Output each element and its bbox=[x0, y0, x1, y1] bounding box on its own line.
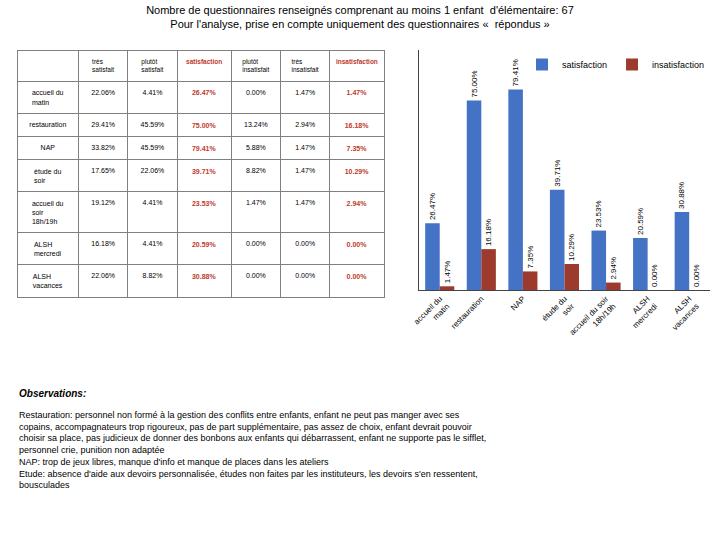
svg-text:22.06%: 22.06% bbox=[91, 89, 115, 96]
svg-text:45.59%: 45.59% bbox=[141, 121, 165, 128]
svg-text:1.47%: 1.47% bbox=[246, 199, 266, 206]
svg-text:23.53%: 23.53% bbox=[192, 200, 217, 207]
svg-text:étude dusoir: étude dusoir bbox=[540, 294, 576, 330]
svg-text:8.82%: 8.82% bbox=[246, 167, 266, 174]
svg-text:7.35%: 7.35% bbox=[347, 145, 368, 152]
svg-text:0.00%: 0.00% bbox=[295, 272, 315, 279]
svg-text:0.00%: 0.00% bbox=[347, 273, 368, 280]
svg-text:75.00%: 75.00% bbox=[192, 122, 217, 129]
svg-text:1.47%: 1.47% bbox=[295, 199, 315, 206]
svg-text:ALSHmercredi: ALSHmercredi bbox=[624, 294, 660, 330]
svg-text:restauration: restauration bbox=[449, 294, 485, 330]
svg-text:20.59%: 20.59% bbox=[192, 241, 217, 248]
svg-text:1.47%: 1.47% bbox=[347, 89, 368, 96]
svg-text:75.00%: 75.00% bbox=[470, 70, 479, 97]
svg-text:79.41%: 79.41% bbox=[192, 145, 217, 152]
svg-text:17.65%: 17.65% bbox=[91, 167, 115, 174]
svg-text:1.47%: 1.47% bbox=[443, 261, 452, 284]
svg-text:30.88%: 30.88% bbox=[677, 182, 686, 209]
svg-text:insatisfaction: insatisfaction bbox=[652, 60, 704, 70]
svg-text:2.94%: 2.94% bbox=[609, 257, 618, 280]
svg-text:accueil du soir18h/19h: accueil du soir18h/19h bbox=[568, 294, 618, 344]
svg-text:13.24%: 13.24% bbox=[244, 121, 268, 128]
svg-text:plutôtinsatisfait: plutôtinsatisfait bbox=[242, 58, 269, 73]
svg-text:2.94%: 2.94% bbox=[295, 121, 315, 128]
svg-text:Observations:: Observations: bbox=[19, 388, 86, 399]
svg-text:trèssatisfait: trèssatisfait bbox=[92, 58, 114, 73]
svg-text:satisfaction: satisfaction bbox=[186, 58, 222, 65]
svg-text:étude dusoir: étude dusoir bbox=[34, 168, 61, 184]
svg-text:0.00%: 0.00% bbox=[347, 241, 368, 248]
svg-text:Nombre de questionnaires rense: Nombre de questionnaires renseignés comp… bbox=[146, 4, 574, 30]
svg-text:Restauration: personnel non fo: Restauration: personnel non formé à la g… bbox=[19, 410, 486, 490]
svg-text:20.59%: 20.59% bbox=[636, 208, 645, 235]
svg-text:30.88%: 30.88% bbox=[192, 273, 217, 280]
svg-text:accueil dusoir18h/19h: accueil dusoir18h/19h bbox=[32, 200, 64, 225]
svg-text:16.18%: 16.18% bbox=[345, 122, 370, 129]
svg-text:16.18%: 16.18% bbox=[484, 219, 493, 246]
svg-text:insatisfaction: insatisfaction bbox=[336, 58, 378, 65]
svg-text:2.94%: 2.94% bbox=[347, 200, 368, 207]
svg-text:0.00%: 0.00% bbox=[295, 240, 315, 247]
svg-text:5.88%: 5.88% bbox=[246, 144, 266, 151]
svg-text:33.82%: 33.82% bbox=[91, 144, 115, 151]
svg-text:0.00%: 0.00% bbox=[650, 264, 659, 287]
svg-text:16.18%: 16.18% bbox=[91, 240, 115, 247]
svg-text:26.47%: 26.47% bbox=[428, 193, 437, 220]
svg-text:satisfaction: satisfaction bbox=[562, 60, 607, 70]
svg-text:1.47%: 1.47% bbox=[295, 167, 315, 174]
svg-text:plutôtsatisfait: plutôtsatisfait bbox=[141, 58, 163, 73]
svg-text:22.06%: 22.06% bbox=[141, 167, 165, 174]
svg-text:22.06%: 22.06% bbox=[91, 272, 115, 279]
svg-text:79.41%: 79.41% bbox=[511, 59, 520, 86]
svg-text:39.71%: 39.71% bbox=[192, 168, 217, 175]
svg-text:7.35%: 7.35% bbox=[526, 246, 535, 269]
svg-text:ALSHmercredi: ALSHmercredi bbox=[34, 241, 62, 257]
svg-text:0.00%: 0.00% bbox=[692, 264, 701, 287]
svg-text:10.29%: 10.29% bbox=[567, 234, 576, 261]
svg-text:45.59%: 45.59% bbox=[141, 144, 165, 151]
svg-text:10.29%: 10.29% bbox=[345, 168, 370, 175]
svg-text:8.82%: 8.82% bbox=[143, 272, 163, 279]
svg-text:39.71%: 39.71% bbox=[553, 160, 562, 187]
svg-text:ALSHvacances: ALSHvacances bbox=[33, 273, 63, 289]
svg-text:0.00%: 0.00% bbox=[246, 240, 266, 247]
svg-text:4.41%: 4.41% bbox=[143, 240, 163, 247]
svg-text:19.12%: 19.12% bbox=[91, 199, 115, 206]
svg-text:NAP: NAP bbox=[41, 144, 56, 151]
svg-text:ALSHvacances: ALSHvacances bbox=[663, 294, 701, 332]
svg-text:restauration: restauration bbox=[29, 121, 66, 128]
svg-text:26.47%: 26.47% bbox=[192, 89, 217, 96]
svg-text:1.47%: 1.47% bbox=[295, 144, 315, 151]
svg-text:29.41%: 29.41% bbox=[91, 121, 115, 128]
svg-text:accueil dumatin: accueil dumatin bbox=[412, 294, 451, 333]
svg-text:23.53%: 23.53% bbox=[594, 200, 603, 227]
svg-text:0.00%: 0.00% bbox=[246, 89, 266, 96]
svg-text:trèsinsatisfait: trèsinsatisfait bbox=[292, 58, 319, 73]
svg-text:NAP: NAP bbox=[509, 294, 527, 312]
svg-text:4.41%: 4.41% bbox=[143, 89, 163, 96]
svg-text:0.00%: 0.00% bbox=[246, 272, 266, 279]
svg-text:accueil dumatin: accueil dumatin bbox=[32, 89, 64, 105]
svg-text:1.47%: 1.47% bbox=[295, 89, 315, 96]
svg-text:4.41%: 4.41% bbox=[143, 199, 163, 206]
